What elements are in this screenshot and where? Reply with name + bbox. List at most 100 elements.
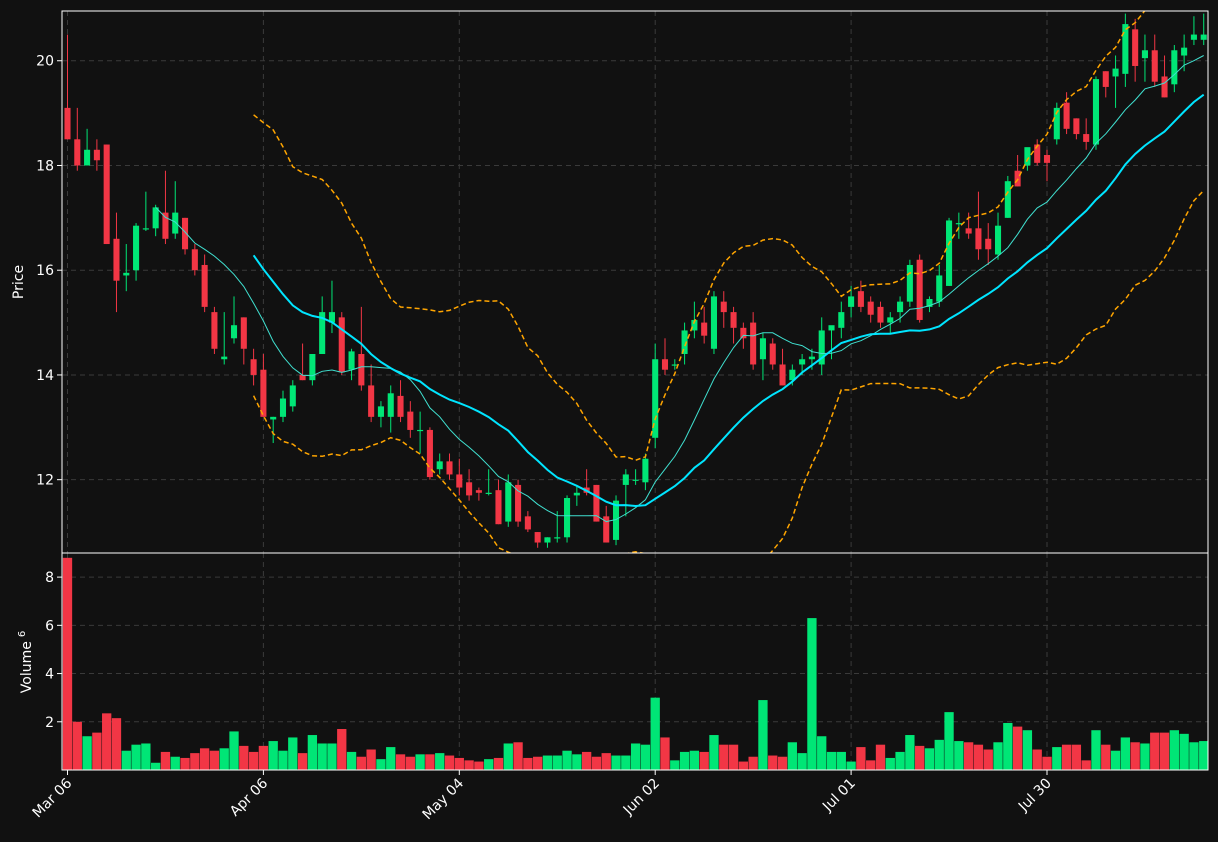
candle-body — [1083, 134, 1090, 142]
volume-bar — [288, 737, 298, 770]
candle-body — [113, 238, 120, 281]
candle-body — [182, 217, 189, 250]
candle-body — [142, 228, 149, 230]
candle-body — [642, 458, 649, 483]
volume-bar — [630, 743, 641, 770]
volume-bar — [758, 700, 768, 770]
candle-body — [1024, 147, 1031, 166]
candle-body — [387, 393, 394, 417]
volume-bar — [728, 744, 739, 770]
candle-body — [808, 356, 815, 360]
volume-bar — [493, 757, 504, 770]
volume-bar — [327, 743, 337, 770]
candle-body — [446, 461, 453, 475]
candle-body — [358, 354, 365, 386]
volume-bar — [1042, 756, 1052, 770]
price-tick-label: 18 — [36, 158, 54, 174]
volume-tick-label: 8 — [45, 570, 54, 586]
candle-body — [436, 461, 443, 470]
volume-bar — [366, 749, 376, 770]
candle-body — [84, 149, 91, 166]
volume-bar — [601, 753, 611, 770]
volume-bar — [1150, 732, 1160, 770]
volume-tick-label: 4 — [45, 667, 54, 683]
candle-body — [759, 338, 766, 360]
candle-body — [1063, 102, 1070, 129]
volume-bar — [993, 742, 1003, 770]
volume-bar — [689, 750, 700, 770]
candle-body — [505, 482, 512, 522]
candle-body — [681, 330, 688, 355]
candle-body — [720, 301, 727, 313]
candle-body — [838, 312, 845, 328]
candle-body — [975, 228, 982, 250]
volume-bar — [856, 747, 866, 770]
candle-body — [1132, 29, 1139, 66]
candle-body — [338, 317, 345, 373]
volume-bar — [268, 741, 278, 770]
volume-bar — [395, 754, 406, 770]
volume-bar — [1071, 744, 1082, 770]
candle-body — [1092, 79, 1100, 145]
volume-bar — [738, 761, 749, 770]
candle-body — [769, 343, 776, 365]
volume-bar — [817, 736, 827, 770]
candle-body — [701, 322, 708, 336]
volume-bar — [121, 750, 131, 770]
candle-body — [848, 296, 855, 307]
candle-body — [466, 482, 473, 496]
volume-bar — [1130, 742, 1140, 770]
candle-body — [221, 356, 228, 360]
candle-body — [152, 207, 159, 229]
price-axis-label: Price — [11, 265, 27, 299]
volume-bar — [102, 713, 112, 770]
candle-body — [906, 264, 913, 302]
candle-body — [64, 107, 71, 140]
volume-bar — [474, 761, 484, 770]
volume-bar — [62, 557, 73, 770]
volume-bar — [317, 743, 327, 770]
candle-body — [916, 259, 923, 320]
candle-body — [661, 359, 669, 370]
volume-y-ticks: 2 4 6 8 — [45, 570, 62, 731]
volume-bar — [1179, 733, 1189, 770]
candle-body — [603, 516, 610, 543]
candle-body — [309, 354, 316, 381]
volume-bar — [199, 748, 210, 770]
volume-bar — [1061, 744, 1072, 770]
candle-body — [1004, 181, 1011, 218]
volume-bar — [209, 750, 220, 770]
candle-body — [632, 479, 639, 481]
volume-bar — [405, 756, 415, 770]
candle-body — [103, 144, 110, 245]
candle-body — [162, 212, 169, 239]
candle-body — [191, 249, 198, 271]
volume-bar — [346, 751, 357, 770]
volume-bar — [72, 721, 82, 770]
candle-body — [671, 364, 678, 366]
volume-bar — [307, 735, 318, 770]
candle-body — [1200, 34, 1207, 40]
candle-body — [495, 490, 502, 525]
volume-bar — [444, 755, 455, 770]
candle-body — [1043, 155, 1051, 163]
candle-body — [955, 223, 962, 225]
candle-body — [456, 474, 463, 488]
volume-bar — [1120, 737, 1131, 770]
candle-body — [593, 484, 600, 522]
volume-bar — [1032, 749, 1042, 770]
candle-body — [779, 364, 786, 386]
candle-body — [230, 325, 238, 339]
volume-bar — [1101, 744, 1111, 770]
volume-bar — [180, 757, 190, 770]
candle-body — [887, 317, 894, 323]
candle-body — [1151, 50, 1158, 82]
volume-bar — [797, 753, 807, 770]
volume-bar — [425, 754, 435, 770]
candle-body — [534, 532, 541, 543]
volume-bar — [92, 732, 102, 770]
volume-bar — [1012, 726, 1023, 770]
volume-bar — [650, 697, 660, 770]
candle-body — [279, 398, 287, 417]
